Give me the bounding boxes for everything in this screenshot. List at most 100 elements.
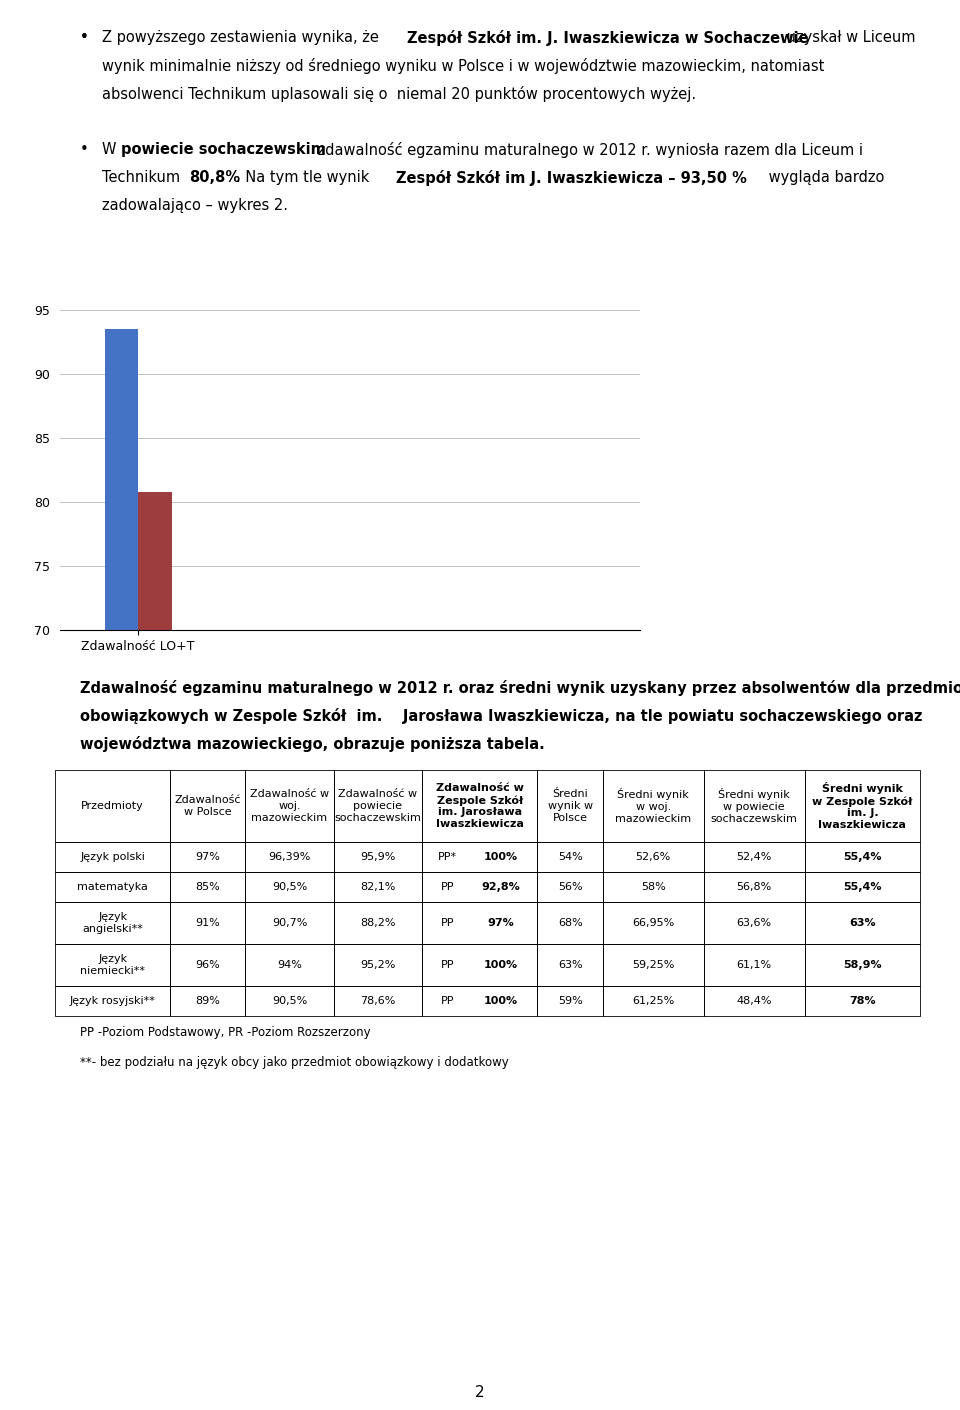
Bar bbox=[55, 871, 170, 902]
Text: 95,9%: 95,9% bbox=[360, 852, 396, 862]
Bar bbox=[170, 871, 246, 902]
Text: 2: 2 bbox=[475, 1385, 485, 1400]
Text: 80,8%: 80,8% bbox=[189, 171, 240, 185]
Bar bbox=[105, 329, 138, 1410]
Text: matematyka: matematyka bbox=[77, 883, 148, 893]
Text: 59%: 59% bbox=[558, 995, 583, 1005]
Text: Przedmioty: Przedmioty bbox=[82, 801, 144, 811]
Text: 96,39%: 96,39% bbox=[269, 852, 311, 862]
Text: 91%: 91% bbox=[196, 918, 220, 928]
Text: 97%: 97% bbox=[487, 918, 514, 928]
Text: . Na tym tle wynik: . Na tym tle wynik bbox=[236, 171, 374, 185]
Text: 88,2%: 88,2% bbox=[360, 918, 396, 928]
Bar bbox=[55, 986, 170, 1017]
Bar bbox=[422, 945, 538, 986]
Bar bbox=[55, 842, 170, 871]
Text: 89%: 89% bbox=[196, 995, 220, 1005]
Text: PP -Poziom Podstawowy, PR -Poziom Rozszerzony: PP -Poziom Podstawowy, PR -Poziom Rozsze… bbox=[80, 1026, 371, 1039]
Bar bbox=[246, 986, 334, 1017]
Bar bbox=[246, 842, 334, 871]
Bar bbox=[804, 945, 920, 986]
Text: Zdawalność
w Polsce: Zdawalność w Polsce bbox=[175, 795, 241, 816]
Text: **- bez podziału na język obcy jako przedmiot obowiązkowy i dodatkowy: **- bez podziału na język obcy jako prze… bbox=[80, 1056, 509, 1069]
Text: 78%: 78% bbox=[849, 995, 876, 1005]
Text: 61,25%: 61,25% bbox=[633, 995, 675, 1005]
Text: Język
niemiecki**: Język niemiecki** bbox=[81, 955, 145, 976]
Text: Zdawalność w
powiecie
sochaczewskim: Zdawalność w powiecie sochaczewskim bbox=[334, 790, 421, 822]
Text: wygląda bardzo: wygląda bardzo bbox=[764, 171, 884, 185]
Text: 92,8%: 92,8% bbox=[481, 883, 520, 893]
Text: Średni wynik
w powiecie
sochaczewskim: Średni wynik w powiecie sochaczewskim bbox=[710, 788, 798, 823]
Text: Średni
wynik w
Polsce: Średni wynik w Polsce bbox=[547, 790, 592, 822]
Text: PP: PP bbox=[441, 883, 454, 893]
Text: Technikum: Technikum bbox=[102, 171, 184, 185]
Text: województwa mazowieckiego, obrazuje poniższa tabela.: województwa mazowieckiego, obrazuje poni… bbox=[80, 736, 544, 752]
Text: 59,25%: 59,25% bbox=[632, 960, 675, 970]
Text: 97%: 97% bbox=[196, 852, 220, 862]
Bar bbox=[334, 902, 422, 945]
Bar bbox=[804, 986, 920, 1017]
Bar bbox=[704, 842, 804, 871]
Bar bbox=[538, 902, 603, 945]
Bar bbox=[804, 770, 920, 842]
Text: 82,1%: 82,1% bbox=[360, 883, 396, 893]
Text: Średni wynik
w woj.
mazowieckim: Średni wynik w woj. mazowieckim bbox=[615, 788, 691, 823]
Text: Zdawalność w
woj.
mazowieckim: Zdawalność w woj. mazowieckim bbox=[250, 790, 329, 822]
Text: 66,95%: 66,95% bbox=[633, 918, 675, 928]
Text: 55,4%: 55,4% bbox=[843, 883, 881, 893]
Text: uzyskał w Liceum: uzyskał w Liceum bbox=[782, 30, 916, 45]
Text: 63,6%: 63,6% bbox=[736, 918, 772, 928]
Text: 63%: 63% bbox=[558, 960, 583, 970]
Bar bbox=[422, 770, 538, 842]
Text: Język polski: Język polski bbox=[81, 852, 145, 862]
Bar bbox=[603, 842, 704, 871]
Bar bbox=[538, 871, 603, 902]
Text: 94%: 94% bbox=[277, 960, 302, 970]
Text: zadowalająco – wykres 2.: zadowalająco – wykres 2. bbox=[102, 197, 288, 213]
Bar bbox=[603, 986, 704, 1017]
Text: 52,4%: 52,4% bbox=[736, 852, 772, 862]
Text: 90,5%: 90,5% bbox=[272, 883, 307, 893]
Bar bbox=[538, 842, 603, 871]
Bar bbox=[55, 902, 170, 945]
Bar bbox=[603, 871, 704, 902]
Text: 78,6%: 78,6% bbox=[360, 995, 396, 1005]
Text: 56,8%: 56,8% bbox=[736, 883, 772, 893]
Bar bbox=[334, 871, 422, 902]
Bar bbox=[704, 871, 804, 902]
Text: PP: PP bbox=[441, 918, 454, 928]
Text: 58,9%: 58,9% bbox=[843, 960, 881, 970]
Bar bbox=[55, 770, 170, 842]
Bar bbox=[55, 945, 170, 986]
Text: 48,4%: 48,4% bbox=[736, 995, 772, 1005]
Bar bbox=[170, 986, 246, 1017]
Bar bbox=[538, 945, 603, 986]
Text: 56%: 56% bbox=[558, 883, 583, 893]
Text: 58%: 58% bbox=[641, 883, 665, 893]
Text: wynik minimalnie niższy od średniego wyniku w Polsce i w województwie mazowiecki: wynik minimalnie niższy od średniego wyn… bbox=[102, 58, 825, 73]
Bar bbox=[603, 902, 704, 945]
Bar bbox=[170, 770, 246, 842]
Text: 85%: 85% bbox=[196, 883, 220, 893]
Text: Język
angielski**: Język angielski** bbox=[83, 912, 143, 933]
Bar bbox=[422, 871, 538, 902]
Bar bbox=[704, 770, 804, 842]
Text: 96%: 96% bbox=[196, 960, 220, 970]
Text: 55,4%: 55,4% bbox=[843, 852, 881, 862]
Text: PP: PP bbox=[441, 995, 454, 1005]
Text: PP*: PP* bbox=[438, 852, 457, 862]
Text: 100%: 100% bbox=[484, 852, 517, 862]
Bar bbox=[538, 986, 603, 1017]
Bar bbox=[246, 770, 334, 842]
Bar bbox=[334, 842, 422, 871]
Bar bbox=[334, 945, 422, 986]
Text: powiecie sochaczewskim: powiecie sochaczewskim bbox=[121, 142, 325, 157]
Text: 95,2%: 95,2% bbox=[360, 960, 396, 970]
Text: Z powyższego zestawienia wynika, że: Z powyższego zestawienia wynika, że bbox=[102, 30, 383, 45]
Bar bbox=[422, 986, 538, 1017]
Bar bbox=[704, 902, 804, 945]
Text: •: • bbox=[80, 142, 88, 157]
Bar bbox=[704, 945, 804, 986]
Bar bbox=[246, 945, 334, 986]
Text: 63%: 63% bbox=[849, 918, 876, 928]
